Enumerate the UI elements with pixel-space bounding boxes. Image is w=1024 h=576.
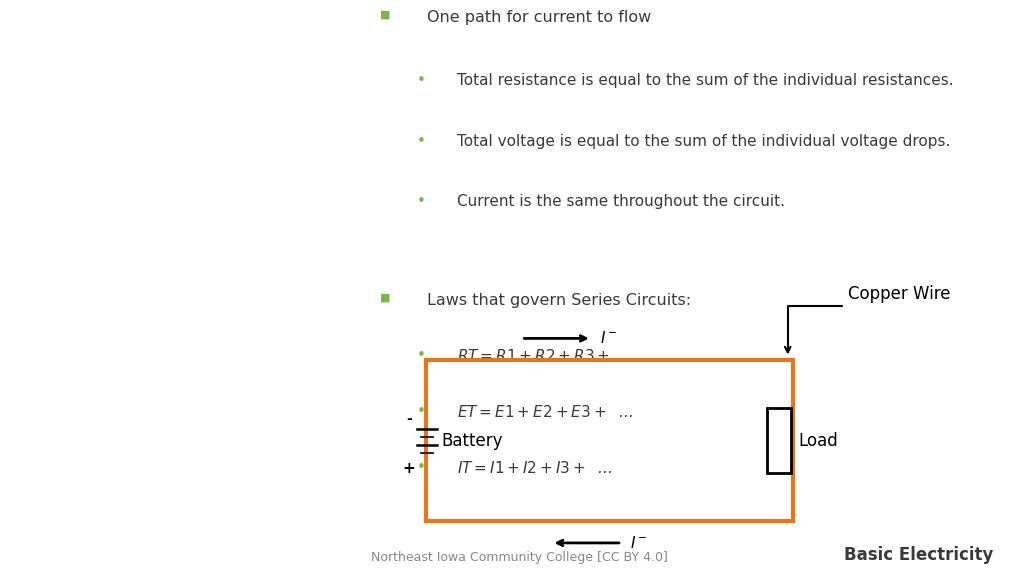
Text: ■: ■ bbox=[380, 10, 391, 20]
Text: Laws that govern Series Circuits:: Laws that govern Series Circuits: bbox=[427, 293, 691, 308]
Text: +: + bbox=[402, 461, 415, 476]
Text: $RT = R1 + R2 + R3 +$  ...: $RT = R1 + R2 + R3 +$ ... bbox=[457, 348, 637, 365]
Text: Battery: Battery bbox=[441, 431, 503, 450]
Text: •: • bbox=[417, 404, 426, 419]
Text: •: • bbox=[417, 194, 426, 209]
Text: $ET = E1 + E2 + E3 +$  ...: $ET = E1 + E2 + E3 +$ ... bbox=[457, 404, 633, 420]
Text: •: • bbox=[417, 74, 426, 89]
Text: Current is the same throughout the circuit.: Current is the same throughout the circu… bbox=[457, 194, 784, 209]
Text: •: • bbox=[417, 348, 426, 363]
Text: -: - bbox=[406, 412, 412, 426]
Text: Northeast Iowa Community College [CC BY 4.0]: Northeast Iowa Community College [CC BY … bbox=[371, 551, 668, 564]
Bar bbox=[767, 408, 791, 473]
Text: Copper Wire: Copper Wire bbox=[848, 285, 950, 304]
Text: ■: ■ bbox=[380, 293, 391, 303]
Text: $IT = I1 + I2 + I3 +$  ...: $IT = I1 + I2 + I3 +$ ... bbox=[457, 460, 612, 476]
Text: •: • bbox=[417, 460, 426, 475]
Text: One path for current to flow: One path for current to flow bbox=[427, 10, 651, 25]
Bar bbox=[426, 361, 793, 521]
Text: •: • bbox=[417, 134, 426, 149]
Text: Basic Electricity: Basic Electricity bbox=[844, 547, 993, 564]
Text: Series Circuit: Series Circuit bbox=[43, 271, 282, 305]
Text: Total voltage is equal to the sum of the individual voltage drops.: Total voltage is equal to the sum of the… bbox=[457, 134, 950, 149]
Text: $I^-$: $I^-$ bbox=[630, 535, 647, 551]
Text: $I^-$: $I^-$ bbox=[600, 331, 617, 346]
Text: Load: Load bbox=[799, 431, 839, 450]
Text: Total resistance is equal to the sum of the individual resistances.: Total resistance is equal to the sum of … bbox=[457, 74, 953, 89]
